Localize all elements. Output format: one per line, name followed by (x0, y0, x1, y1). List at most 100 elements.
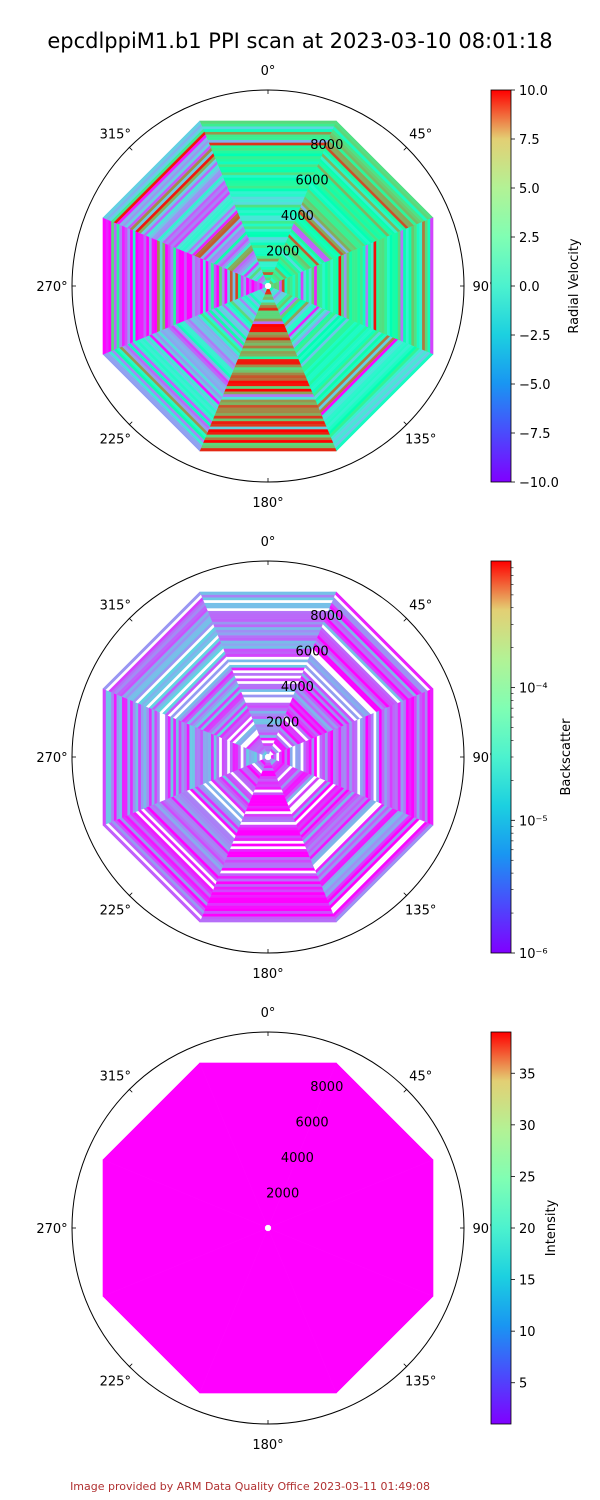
scan-band (145, 706, 149, 808)
angle-tick-mark (403, 421, 407, 425)
scan-band (257, 307, 279, 311)
scan-band (210, 733, 214, 781)
scan-band (214, 158, 322, 162)
scan-band (351, 720, 356, 794)
scan-band (263, 765, 273, 769)
scan-band (279, 279, 283, 293)
sector-nw (102, 1062, 267, 1227)
scan-band (137, 231, 141, 341)
radial-tick-label: 4000 (281, 209, 314, 224)
scan-band (378, 709, 383, 805)
scan-band (316, 264, 320, 308)
scan-band (153, 238, 158, 334)
scan-band (362, 716, 366, 798)
scan-band (245, 747, 249, 767)
scan-band (240, 745, 244, 769)
scan-band (223, 388, 313, 392)
scan-band (209, 144, 327, 149)
scan-band (218, 736, 222, 778)
scan-band (220, 396, 316, 401)
scan-band (219, 169, 317, 173)
scan-band (236, 359, 300, 363)
scan-band (224, 738, 228, 776)
angle-tick-label: 225° (100, 433, 131, 448)
radial-tick-label: 6000 (296, 645, 329, 660)
scan-band (189, 253, 193, 319)
scan-band (143, 234, 147, 338)
radial-tick-label: 8000 (310, 609, 343, 624)
scan-band (225, 857, 311, 861)
angle-tick-label: 45° (409, 1069, 432, 1084)
scan-band (159, 240, 163, 332)
colorbar-tick-label: 10 (519, 1325, 536, 1340)
scan-band (159, 711, 163, 803)
scan-band (392, 232, 396, 340)
sector-w (102, 217, 265, 355)
scan-band (220, 867, 316, 872)
scan-band (126, 227, 131, 345)
scan-band (102, 120, 201, 219)
scan-band (419, 221, 423, 351)
scan-band (210, 421, 326, 425)
scan-band (260, 770, 276, 774)
scan-band (200, 445, 336, 449)
scan-band (213, 626, 323, 630)
scan-band (226, 383, 310, 387)
angle-tick-mark (129, 892, 133, 896)
angle-tick-label: 0° (261, 1006, 276, 1021)
scan-band (102, 217, 106, 355)
scan-band (203, 131, 333, 135)
scan-band (248, 748, 252, 766)
scan-band (357, 247, 361, 325)
colorbar-gradient (490, 1031, 512, 1425)
scan-band (373, 240, 377, 332)
scan-band (162, 712, 166, 802)
scan-band (381, 237, 385, 335)
scan-band (416, 693, 420, 821)
scan-band (226, 854, 310, 858)
scan-band (255, 784, 281, 788)
scan-band (246, 705, 290, 709)
scan-band (178, 719, 182, 795)
angle-tick-mark (129, 421, 133, 425)
scan-band (228, 849, 308, 853)
scan-band (172, 246, 176, 326)
scan-band (411, 225, 415, 347)
scan-band (200, 594, 336, 598)
scan-band (118, 695, 122, 819)
scan-band (314, 736, 318, 778)
scan-band (243, 746, 247, 768)
scan-band (311, 266, 315, 306)
scan-band (221, 394, 315, 398)
scan-band (370, 712, 374, 802)
scan-band (230, 667, 306, 671)
scan-band (202, 729, 206, 785)
scan-band (245, 337, 291, 341)
angle-tick-label: 0° (261, 535, 276, 550)
scan-band (210, 147, 326, 151)
scan-band (338, 255, 342, 317)
angle-tick-mark (403, 1363, 407, 1367)
scan-band (102, 1062, 267, 1227)
scan-band (199, 591, 337, 595)
scan-band (427, 218, 431, 354)
scan-band (322, 733, 326, 781)
scan-band (300, 270, 304, 302)
scan-band (102, 591, 201, 690)
scan-band (303, 740, 307, 774)
scan-band (140, 232, 144, 340)
scan-band (230, 372, 306, 376)
scan-band (214, 410, 322, 414)
scan-band (242, 813, 294, 818)
scan-band (216, 735, 220, 779)
scan-band (230, 196, 306, 200)
angle-tick-label: 180° (252, 1438, 283, 1453)
scan-band (236, 830, 300, 834)
scan-band (252, 318, 284, 322)
scan-band (365, 715, 369, 799)
sector-e (271, 217, 434, 355)
scan-band (258, 263, 278, 267)
colorbar-tick-label: 10⁻⁵ (519, 814, 548, 829)
scan-band (238, 353, 298, 357)
